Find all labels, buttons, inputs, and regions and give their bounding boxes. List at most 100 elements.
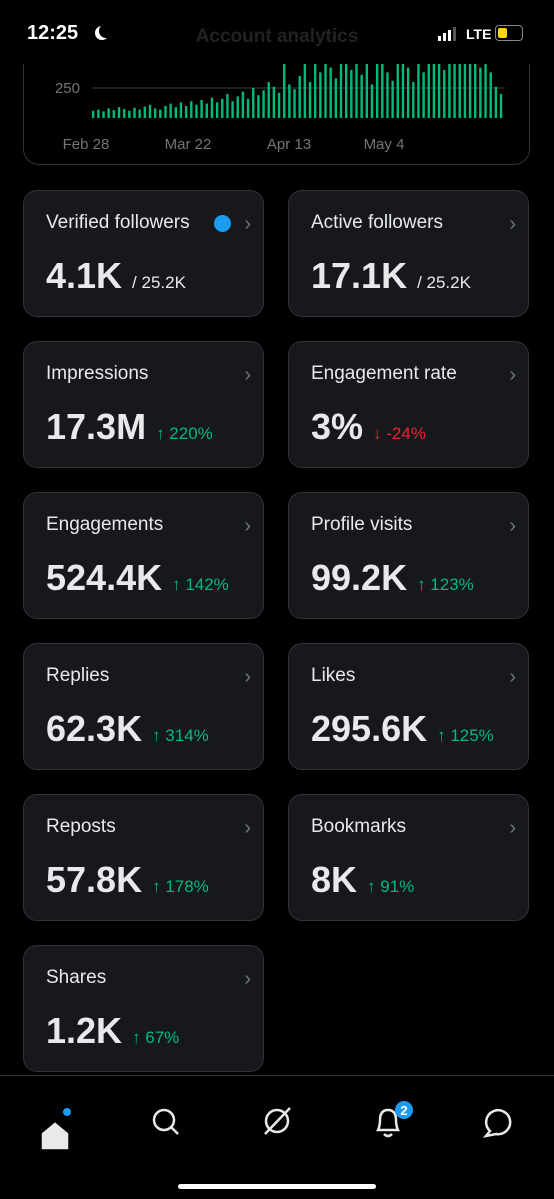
bar [133,107,136,118]
bar [391,80,394,118]
bar [200,100,203,118]
metric-value: 8K ↑ 91% [311,859,414,901]
bar [288,84,291,118]
bar [422,72,425,118]
metric-card[interactable]: Shares › 1.2K ↑ 67% [23,945,264,1072]
bar [97,109,100,118]
value: 295.6K [311,708,428,749]
notifications-tab[interactable] [375,1101,413,1138]
metric-value: 57.8K ↑ 178% [46,859,209,901]
bar [453,60,456,118]
search-tab[interactable] [152,1108,179,1135]
status-bar: 12:25 Account analytics LTE [0,0,554,64]
home-tab[interactable] [41,1108,71,1150]
bar [365,55,369,118]
chevron: › [244,968,251,990]
metric-card[interactable]: Verified followers › 4.1K / 25.2K [23,190,264,317]
bar [241,91,245,118]
metric-value: 524.4K ↑ 142% [46,557,229,599]
metric-card[interactable]: Impressions › 17.3M ↑ 220% [23,341,264,468]
metric-change: ↑ 125% [437,726,494,745]
bar [458,46,461,118]
bar [375,64,379,118]
bar [437,64,441,118]
chevron: › [509,364,516,386]
home-indicator [178,1184,376,1189]
bar [195,104,198,118]
x-label: May 4 [364,136,405,153]
metric-label: Replies [46,665,110,686]
bar [257,95,260,118]
metric-label: Profile visits [311,514,413,535]
bar [283,58,286,118]
x-label: Feb 28 [63,136,110,153]
bottom-nav: 2 [0,1075,554,1199]
grok-tab[interactable] [264,1107,291,1135]
metric-label: Shares [46,967,107,988]
signal [438,27,456,41]
bar [308,82,312,118]
metric-change: ↑ 91% [367,877,415,896]
bar [370,84,374,118]
bar [350,70,353,118]
bar [298,76,301,118]
metric-value: 99.2K ↑ 123% [311,557,474,599]
metric-value: 3% ↓ -24% [311,406,426,448]
metric-card[interactable]: Engagements › 524.4K ↑ 142% [23,492,264,619]
bar [148,104,152,118]
chevron: › [244,213,251,235]
bar [427,55,430,118]
bar [215,102,219,118]
metric-change: ↑ 220% [156,424,213,443]
bar [153,108,157,118]
bar [102,111,105,118]
bar [117,107,121,118]
time: 12:25 [27,22,79,44]
bar [396,60,399,118]
metric-value: 62.3K ↑ 314% [46,708,209,750]
bar [277,92,281,118]
bar [339,58,343,118]
metric-label: Bookmarks [311,816,407,837]
bar [164,106,167,118]
bar [179,102,183,118]
metric-card[interactable]: Bookmarks › 8K ↑ 91% [288,794,529,921]
metric-label: Verified followers [46,212,190,233]
bar [107,108,110,118]
y-tick-label: 250 [55,80,80,97]
metric-card[interactable]: Active followers › 17.1K / 25.2K [288,190,529,317]
metric-card[interactable]: Likes › 295.6K ↑ 125% [288,643,529,770]
metric-value: 1.2K ↑ 67% [46,1010,179,1052]
bar [252,88,255,118]
bar [355,61,358,118]
chart: Feb 28 Mar 22 Apr 13 May 4 250 [55,34,505,153]
metric-change: ↑ 178% [152,877,209,896]
bar [489,72,492,118]
bar [184,106,188,118]
bar [169,103,172,118]
metric-change: ↑ 314% [152,726,209,745]
bar [143,106,147,118]
bar [112,110,116,118]
messages-tab[interactable] [482,1108,512,1138]
bar [92,110,95,118]
bar [313,60,317,118]
metric-value: 4.1K / 25.2K [46,255,186,297]
bar [448,34,451,118]
value: 17.1K [311,255,408,296]
bar [381,46,384,118]
bar [479,67,482,118]
value: 57.8K [46,859,143,900]
bar [432,40,436,118]
chevron: › [509,666,516,688]
bar [159,109,162,118]
bar [412,82,415,118]
badge: 2 [400,1103,407,1118]
bar [401,50,405,118]
metric-card[interactable]: Reposts › 57.8K ↑ 178% [23,794,264,921]
metric-card[interactable]: Engagement rate › 3% ↓ -24% [288,341,529,468]
bar [499,94,503,118]
metric-card[interactable]: Profile visits › 99.2K ↑ 123% [288,492,529,619]
bar [236,96,239,118]
metric-card[interactable]: Replies › 62.3K ↑ 314% [23,643,264,770]
